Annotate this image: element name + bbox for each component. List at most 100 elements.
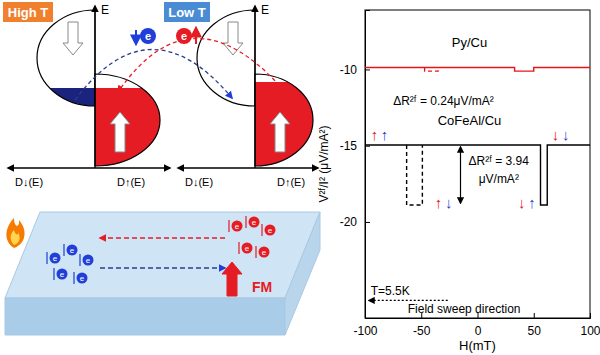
dos-down-filled bbox=[37, 88, 95, 106]
electron-spin bbox=[135, 30, 137, 44]
state-arrow: ↓ bbox=[552, 126, 560, 143]
y-tick-mark bbox=[365, 146, 370, 147]
slab-front bbox=[5, 298, 285, 335]
chart: -100-50050100-20-15-10H(mT)V²ᶠ/I² (μV/mA… bbox=[317, 10, 600, 353]
panel-label-box bbox=[164, 2, 210, 22]
electron-label: e bbox=[268, 226, 273, 235]
x-tick-mark bbox=[590, 313, 591, 318]
electron bbox=[67, 245, 78, 256]
annotation: μV/mA² bbox=[479, 172, 519, 186]
y-tick-mark bbox=[365, 69, 370, 70]
y-tick-label: -20 bbox=[340, 215, 358, 229]
electron-spin bbox=[228, 220, 229, 232]
annotation: T=5.5K bbox=[371, 284, 410, 298]
electron-spin bbox=[63, 244, 64, 256]
series-label: Py/Cu bbox=[452, 35, 487, 50]
electron-label: e bbox=[86, 256, 91, 265]
figure: High TED↓(E)D↑(E)Low TED↓(E)D↑(E)eeeeeee… bbox=[0, 0, 600, 355]
electron-label: e bbox=[145, 30, 151, 42]
annotation: ΔR²ᶠ = 0.24μV/mA² bbox=[393, 94, 494, 108]
electron-spin bbox=[79, 254, 80, 266]
y-tick: -20 bbox=[340, 215, 370, 229]
flame-outer bbox=[6, 218, 24, 248]
ferromagnet-slab: eeeeeeeeeeFM bbox=[5, 212, 320, 335]
dos-down-outline bbox=[37, 10, 95, 106]
electron-label: e bbox=[181, 30, 187, 42]
electron-label: e bbox=[53, 254, 58, 263]
slab-top bbox=[5, 212, 320, 298]
electron bbox=[249, 217, 260, 228]
x-tick-label: -100 bbox=[353, 324, 377, 338]
state-arrow: ↓ bbox=[445, 194, 453, 211]
electron-spin bbox=[245, 216, 246, 228]
x-tick-label: -50 bbox=[413, 324, 431, 338]
state-arrow: ↑ bbox=[528, 194, 536, 211]
x-axis-title: H(mT) bbox=[459, 338, 496, 353]
energy-label: E bbox=[261, 3, 269, 17]
annotation: Field sweep direction bbox=[408, 302, 521, 316]
electron bbox=[265, 225, 276, 236]
electron-label: e bbox=[70, 246, 75, 255]
plot-frame bbox=[365, 10, 590, 318]
series-line bbox=[407, 145, 423, 205]
x-tick-mark bbox=[534, 313, 535, 318]
spin-block-arrow bbox=[223, 22, 243, 55]
electron bbox=[50, 253, 61, 264]
blue-transfer-arc bbox=[75, 49, 232, 100]
electron-spin bbox=[255, 246, 256, 258]
spin-block-arrow bbox=[110, 112, 130, 152]
y-tick: -10 bbox=[340, 63, 370, 77]
state-arrow: ↓ bbox=[518, 194, 526, 211]
series-line bbox=[365, 145, 590, 205]
dos-up-outline bbox=[95, 74, 160, 166]
dos-up-label: D↑(E) bbox=[117, 176, 145, 188]
state-arrow: ↓ bbox=[562, 126, 570, 143]
dos-up-filled bbox=[255, 82, 313, 166]
dos-up-lobe bbox=[255, 74, 313, 166]
y-axis: -20-15-10 bbox=[340, 11, 370, 319]
dos-panel: Low T E D↓(E) D↑(E) bbox=[164, 2, 318, 188]
electron-label: e bbox=[245, 244, 250, 253]
energy-label: E bbox=[101, 3, 109, 17]
electron bbox=[232, 221, 243, 232]
panel-label: High T bbox=[8, 5, 48, 20]
electron-label: e bbox=[80, 274, 85, 283]
flame-inner bbox=[11, 230, 20, 245]
spin-block-arrow bbox=[222, 262, 242, 296]
electron bbox=[140, 28, 156, 44]
electron-label: e bbox=[252, 218, 257, 227]
substrate-label: FM bbox=[252, 279, 272, 295]
panel-label: Low T bbox=[168, 5, 206, 20]
state-arrow: ↑ bbox=[435, 194, 443, 211]
y-tick-mark bbox=[365, 222, 370, 223]
electron bbox=[57, 269, 68, 280]
electron bbox=[77, 273, 88, 284]
electron-label: e bbox=[60, 270, 65, 279]
electron-label: e bbox=[235, 222, 240, 231]
diagram: High TED↓(E)D↑(E)Low TED↓(E)D↑(E)eeeeeee… bbox=[3, 2, 320, 335]
dos-axis bbox=[8, 167, 170, 168]
plot-lines bbox=[365, 67, 590, 205]
blue-flow-arrow bbox=[100, 267, 225, 268]
electron-spin bbox=[261, 224, 262, 236]
energy-axis bbox=[254, 6, 255, 168]
electron-spin bbox=[238, 242, 239, 254]
x-axis: -100-50050100 bbox=[353, 313, 600, 338]
sweep-arrow bbox=[369, 300, 448, 301]
x-tick: 0 bbox=[475, 313, 482, 338]
series-line bbox=[365, 67, 590, 71]
y-axis-line bbox=[366, 11, 371, 319]
x-tick-label: 50 bbox=[528, 324, 542, 338]
dos-panel: High T E D↓(E) D↑(E) bbox=[3, 2, 170, 188]
x-tick-label: 0 bbox=[475, 324, 482, 338]
dos-up-filled bbox=[95, 88, 160, 166]
annotation: ΔR²ᶠ = 3.94 bbox=[469, 154, 530, 168]
electron-spin bbox=[53, 268, 54, 280]
dos-down-label: D↓(E) bbox=[185, 176, 213, 188]
dos-axis bbox=[178, 167, 318, 168]
electron bbox=[242, 243, 253, 254]
state-arrow: ↑ bbox=[381, 126, 389, 143]
dos-up-label: D↑(E) bbox=[277, 176, 305, 188]
dos-up-lobe bbox=[95, 74, 160, 166]
dos-down-label: D↓(E) bbox=[15, 176, 43, 188]
